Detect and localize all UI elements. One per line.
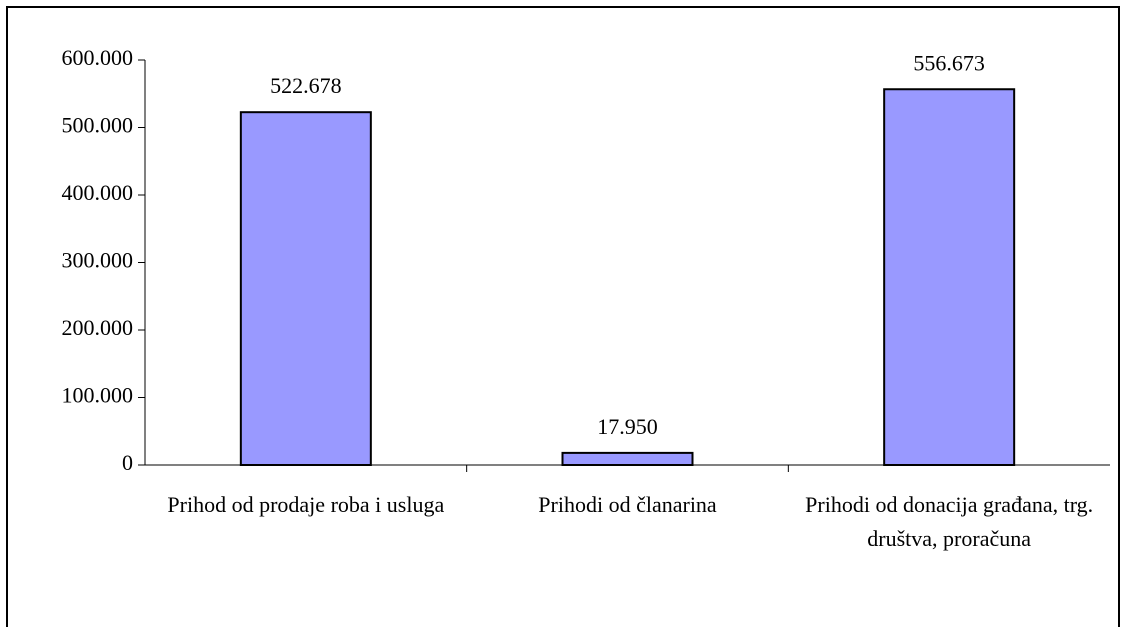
bar [239,111,372,466]
x-tick-label: Prihodi od članarina [538,492,717,517]
bar [883,88,1016,466]
value-label: 556.673 [913,50,985,75]
chart-frame [6,6,1120,627]
value-label: 522.678 [270,73,342,98]
y-tick-label: 600.000 [62,45,134,70]
y-tick-label: 0 [122,450,133,475]
value-label: 17.950 [597,414,658,439]
y-tick-label: 300.000 [62,248,134,273]
y-tick-label: 500.000 [62,113,134,138]
y-tick-label: 200.000 [62,315,134,340]
y-tick-label: 400.000 [62,180,134,205]
x-tick-label: Prihod od prodaje roba i usluga [167,492,445,517]
x-tick-label: Prihodi od donacija građana, trg. društv… [805,492,1094,551]
y-tick-label: 100.000 [62,383,134,408]
bar [561,451,694,467]
